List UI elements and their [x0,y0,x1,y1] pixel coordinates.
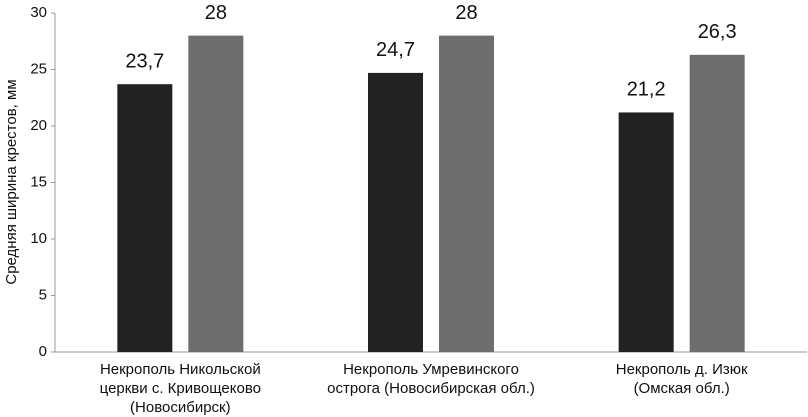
bar [689,54,745,353]
x-tick-label-line: Некрополь Умревинского [343,361,519,378]
y-tick-label: 25 [30,60,47,77]
y-tick-label: 10 [30,230,47,247]
bar [188,35,244,352]
value-label: 23,7 [125,50,164,72]
x-tick-label-line: Некрополь Никольской [100,361,261,378]
value-label: 26,3 [698,21,737,43]
x-tick-label-line: (Омская обл.) [634,380,730,397]
value-label: 21,2 [627,79,666,101]
value-label: 24,7 [376,39,415,61]
y-tick-label: 20 [30,117,47,134]
y-tick-label: 30 [30,4,47,21]
bar [368,72,423,352]
bar [618,112,674,352]
x-tick-label-line: Некрополь д. Изюк [616,361,748,378]
y-tick-label: 5 [39,286,47,303]
value-label: 28 [205,2,227,24]
x-tick-label: Некрополь Умревинского острога (Новосибир… [327,361,535,397]
x-tick-label-line: острога (Новосибирская обл.) [327,380,535,397]
x-tick-label-line: церкви с. Кривощеково [100,380,261,397]
y-axis-title: Средняя ширина крестов, мм [3,79,20,284]
bar [439,35,494,352]
y-tick-label: 0 [39,343,47,360]
x-tick-label-line: (Новосибирск) [130,399,231,416]
bar [117,84,173,352]
x-tick-label: Некрополь д. Изюк (Омская обл.) [616,361,748,397]
x-tick-label: Некрополь Никольской церкви с. Кривощеков… [100,361,261,416]
value-label: 28 [455,2,477,24]
y-tick-label: 15 [30,173,47,190]
